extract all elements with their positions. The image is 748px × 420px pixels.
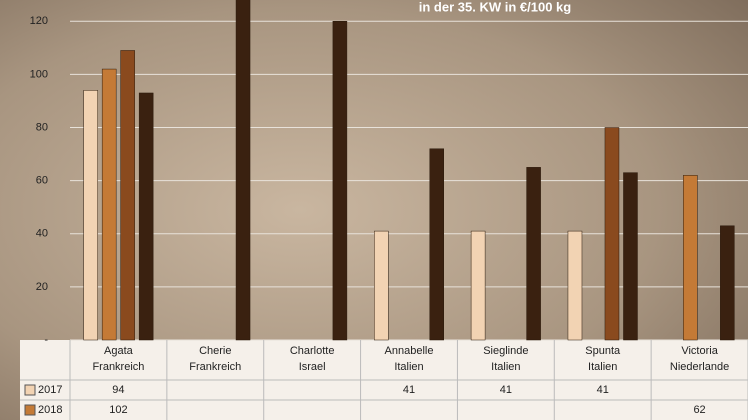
bar	[120, 50, 135, 341]
y-tick-label: -	[44, 334, 48, 346]
legend-swatch	[24, 404, 36, 416]
bar	[235, 0, 251, 341]
bar	[83, 90, 98, 341]
legend-swatch	[24, 384, 36, 396]
table-value: 41	[500, 384, 512, 396]
bar	[101, 68, 117, 341]
bar	[604, 127, 620, 341]
table-value: 41	[403, 384, 415, 396]
x-tick-label: Israel	[299, 361, 326, 373]
x-tick-label: Sieglinde	[483, 345, 528, 357]
x-tick-label: Charlotte	[290, 345, 335, 357]
bar	[720, 225, 735, 341]
bar	[526, 167, 541, 341]
bar	[138, 92, 154, 341]
bar	[429, 148, 444, 341]
y-tick-label: 120	[30, 15, 48, 27]
table-value: 102	[109, 404, 127, 416]
bar	[374, 230, 389, 341]
table-value: 94	[112, 384, 124, 396]
x-tick-label: Frankreich	[189, 361, 241, 373]
bar	[683, 175, 698, 341]
x-tick-label: Niederlande	[670, 361, 729, 373]
legend-label: 2017	[38, 384, 62, 396]
table-value: 62	[693, 404, 705, 416]
x-tick-label: Frankreich	[92, 361, 144, 373]
x-tick-label: Italien	[394, 361, 423, 373]
x-tick-label: Agata	[104, 345, 134, 357]
bar	[623, 172, 638, 341]
y-tick-label: 100	[30, 68, 48, 80]
y-tick-label: 60	[36, 175, 48, 187]
bar	[332, 21, 348, 341]
x-tick-label: Annabelle	[385, 345, 434, 357]
y-tick-label: 20	[36, 281, 48, 293]
x-tick-label: Italien	[588, 361, 617, 373]
x-tick-label: Cherie	[199, 345, 231, 357]
legend-label: 2018	[38, 404, 62, 416]
y-tick-label: 40	[36, 228, 48, 240]
bar	[470, 230, 486, 341]
chart-subtitle: in der 35. KW in €/100 kg	[419, 0, 571, 14]
x-tick-label: Spunta	[585, 345, 621, 357]
x-tick-label: Italien	[491, 361, 520, 373]
y-tick-label: 80	[36, 121, 48, 133]
bar	[567, 230, 583, 341]
table-value: 41	[597, 384, 609, 396]
x-tick-label: Victoria	[681, 345, 718, 357]
